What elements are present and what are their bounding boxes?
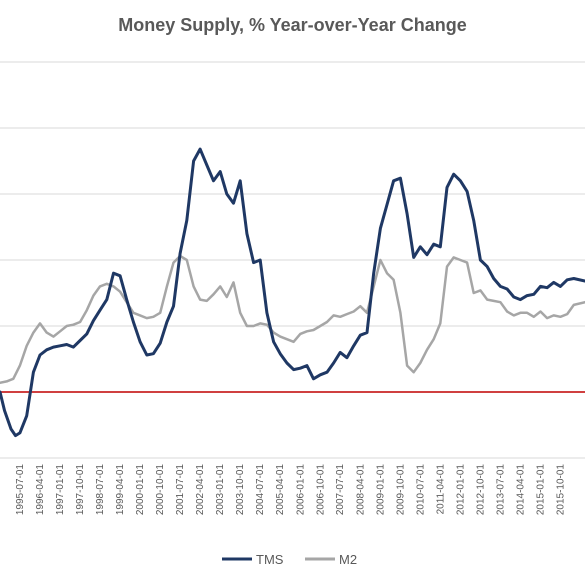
x-tick-label: 2012-10-01 <box>475 464 486 516</box>
x-tick-label: 1997-10-01 <box>75 464 86 516</box>
x-tick-label: 2005-04-01 <box>275 464 286 516</box>
x-tick-label: 2003-10-01 <box>235 464 246 516</box>
x-tick-label: 1999-04-01 <box>115 464 126 516</box>
x-tick-label: 2007-07-01 <box>335 464 346 516</box>
legend-label-tms: TMS <box>256 552 284 567</box>
x-tick-label: 2006-01-01 <box>295 464 306 516</box>
x-tick-label: 1995-07-01 <box>15 464 26 516</box>
x-tick-label: 2009-01-01 <box>375 464 386 516</box>
x-tick-label: 2000-10-01 <box>155 464 166 516</box>
x-tick-label: 2011-04-01 <box>435 464 446 515</box>
x-tick-label: 2009-10-01 <box>395 464 406 516</box>
x-tick-label: 2000-01-01 <box>135 464 146 516</box>
x-tick-label: 2008-04-01 <box>355 464 366 516</box>
x-tick-label: 2002-04-01 <box>195 464 206 516</box>
x-tick-label: 2003-01-01 <box>215 464 226 516</box>
x-tick-label: 2004-07-01 <box>255 464 266 516</box>
x-tick-label: 2001-07-01 <box>175 464 186 516</box>
x-tick-label: 1997-01-01 <box>55 464 66 516</box>
x-tick-label: 1996-04-01 <box>35 464 46 516</box>
x-tick-label: 2014-04-01 <box>515 464 526 516</box>
x-tick-label: 2013-07-01 <box>495 464 506 516</box>
chart-title: Money Supply, % Year-over-Year Change <box>118 15 467 35</box>
x-tick-label: 2012-01-01 <box>455 464 466 516</box>
x-tick-label: 2015-01-01 <box>536 464 547 516</box>
x-tick-label: 2010-07-01 <box>415 464 426 516</box>
legend-label-m2: M2 <box>339 552 357 567</box>
x-tick-label: 1998-07-01 <box>95 464 106 516</box>
series-line-tms <box>0 147 585 438</box>
x-tick-label: 2015-10-01 <box>555 464 566 516</box>
x-tick-label: 2006-10-01 <box>315 464 326 516</box>
series-line-m2 <box>0 254 585 385</box>
